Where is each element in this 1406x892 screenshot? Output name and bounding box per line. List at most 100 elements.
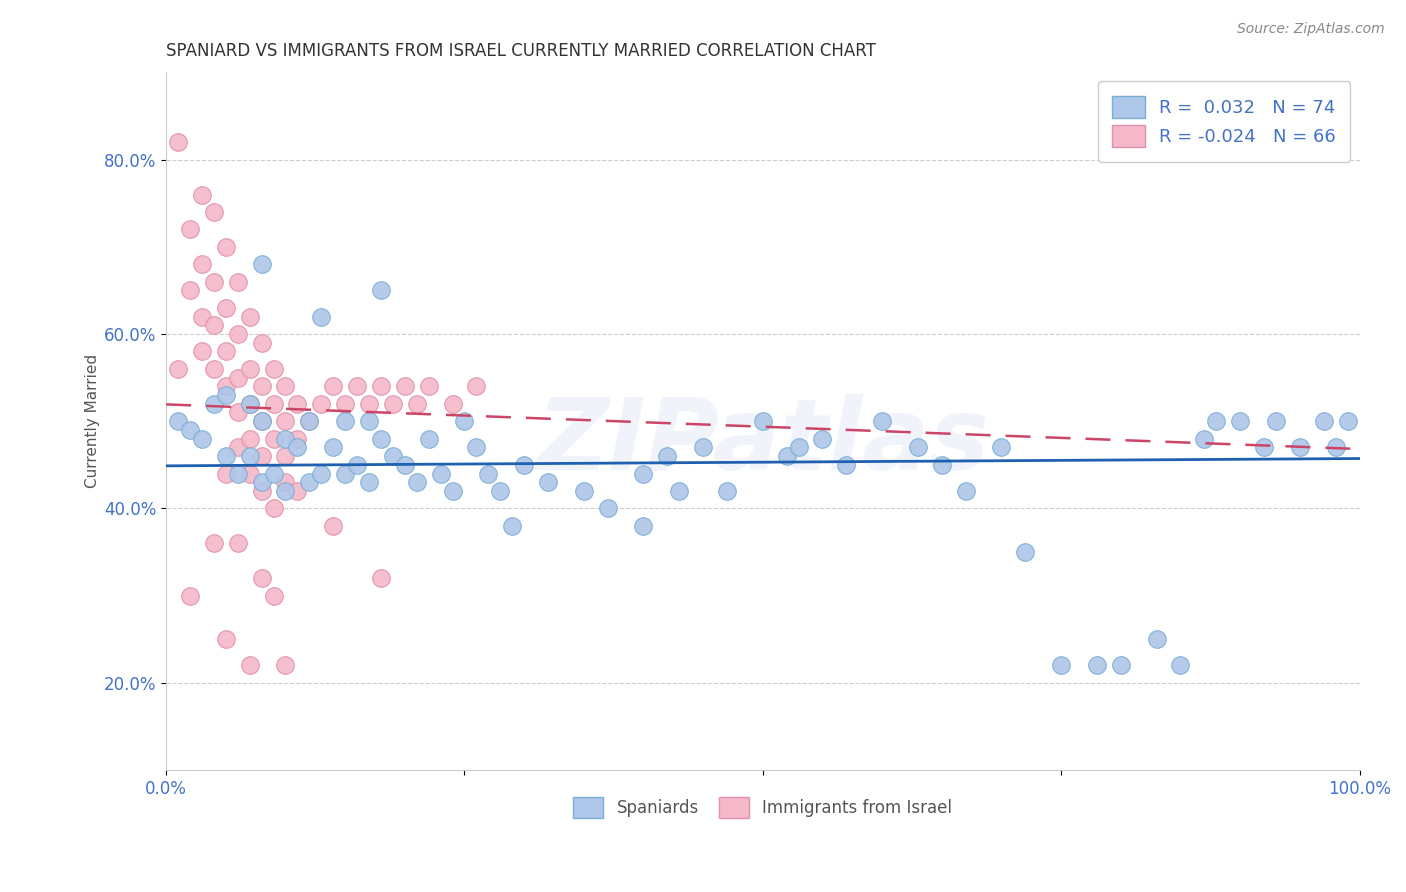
Text: ZIPatlas: ZIPatlas bbox=[536, 393, 990, 491]
Point bbox=[370, 571, 392, 585]
Point bbox=[931, 458, 953, 472]
Point bbox=[191, 344, 214, 359]
Point bbox=[167, 135, 190, 149]
Point bbox=[250, 475, 273, 490]
Point bbox=[418, 432, 440, 446]
Point bbox=[191, 310, 214, 324]
Point bbox=[477, 467, 499, 481]
Point bbox=[1146, 632, 1168, 647]
Point bbox=[239, 432, 262, 446]
Point bbox=[202, 318, 225, 333]
Point bbox=[287, 441, 309, 455]
Point bbox=[239, 658, 262, 673]
Point bbox=[870, 414, 893, 428]
Point bbox=[513, 458, 536, 472]
Point bbox=[370, 284, 392, 298]
Point bbox=[191, 187, 214, 202]
Point bbox=[263, 362, 285, 376]
Point bbox=[215, 388, 238, 402]
Point bbox=[776, 449, 799, 463]
Point bbox=[835, 458, 858, 472]
Point bbox=[215, 344, 238, 359]
Point bbox=[298, 475, 321, 490]
Point bbox=[239, 449, 262, 463]
Point bbox=[633, 519, 655, 533]
Point bbox=[263, 432, 285, 446]
Point bbox=[202, 397, 225, 411]
Point bbox=[657, 449, 679, 463]
Point bbox=[179, 222, 201, 236]
Point bbox=[1109, 658, 1132, 673]
Point bbox=[752, 414, 775, 428]
Point bbox=[226, 326, 249, 341]
Point bbox=[322, 441, 344, 455]
Point bbox=[692, 441, 714, 455]
Point bbox=[263, 501, 285, 516]
Point bbox=[287, 483, 309, 498]
Point bbox=[489, 483, 512, 498]
Point bbox=[1194, 432, 1216, 446]
Point bbox=[239, 397, 262, 411]
Point bbox=[274, 658, 297, 673]
Point bbox=[263, 397, 285, 411]
Point bbox=[668, 483, 690, 498]
Point bbox=[333, 467, 356, 481]
Point bbox=[274, 483, 297, 498]
Point bbox=[309, 397, 333, 411]
Point bbox=[501, 519, 523, 533]
Point bbox=[191, 257, 214, 271]
Point bbox=[215, 632, 238, 647]
Point bbox=[572, 483, 595, 498]
Point bbox=[263, 589, 285, 603]
Point bbox=[453, 414, 475, 428]
Point bbox=[250, 414, 273, 428]
Point bbox=[441, 483, 464, 498]
Point bbox=[537, 475, 560, 490]
Point bbox=[465, 441, 488, 455]
Point bbox=[596, 501, 619, 516]
Point bbox=[429, 467, 451, 481]
Point bbox=[309, 467, 333, 481]
Point bbox=[202, 536, 225, 550]
Point bbox=[907, 441, 929, 455]
Point bbox=[418, 379, 440, 393]
Point bbox=[250, 335, 273, 350]
Point bbox=[357, 397, 380, 411]
Point bbox=[226, 536, 249, 550]
Point bbox=[1085, 658, 1108, 673]
Point bbox=[274, 432, 297, 446]
Text: Source: ZipAtlas.com: Source: ZipAtlas.com bbox=[1237, 22, 1385, 37]
Point bbox=[226, 441, 249, 455]
Point bbox=[955, 483, 977, 498]
Point bbox=[250, 449, 273, 463]
Point bbox=[333, 397, 356, 411]
Point bbox=[394, 458, 416, 472]
Point bbox=[239, 362, 262, 376]
Point bbox=[394, 379, 416, 393]
Point bbox=[1170, 658, 1192, 673]
Point bbox=[298, 414, 321, 428]
Point bbox=[346, 379, 368, 393]
Point bbox=[370, 379, 392, 393]
Point bbox=[250, 379, 273, 393]
Point bbox=[226, 467, 249, 481]
Point bbox=[465, 379, 488, 393]
Point bbox=[1014, 545, 1036, 559]
Point bbox=[1205, 414, 1227, 428]
Point bbox=[263, 467, 285, 481]
Point bbox=[287, 397, 309, 411]
Point bbox=[179, 284, 201, 298]
Point bbox=[215, 449, 238, 463]
Point bbox=[1312, 414, 1334, 428]
Point bbox=[1229, 414, 1251, 428]
Point bbox=[381, 397, 404, 411]
Point bbox=[811, 432, 834, 446]
Point bbox=[191, 432, 214, 446]
Point bbox=[274, 449, 297, 463]
Point bbox=[405, 397, 427, 411]
Point bbox=[1288, 441, 1310, 455]
Point bbox=[333, 414, 356, 428]
Point bbox=[239, 310, 262, 324]
Point bbox=[167, 362, 190, 376]
Point bbox=[298, 414, 321, 428]
